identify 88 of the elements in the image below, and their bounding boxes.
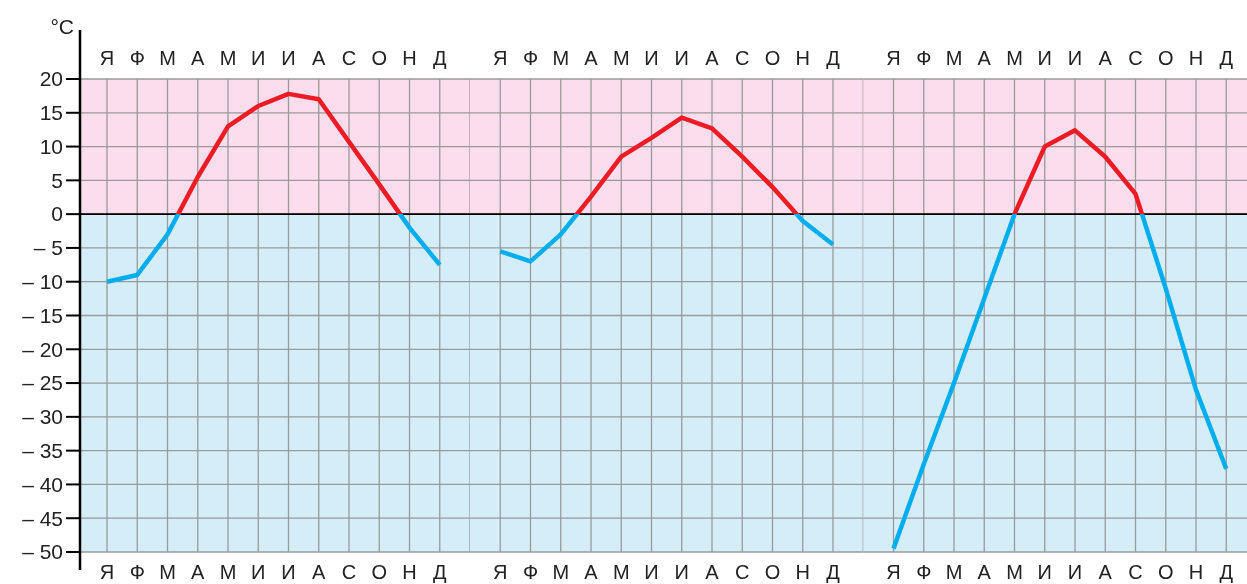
category-label: Н [795, 47, 810, 69]
x-tick-label: Н [795, 561, 810, 583]
category-label: Я [493, 47, 508, 69]
y-tick-label: – 20 [22, 337, 63, 361]
y-tick-label: 20 [39, 67, 63, 91]
x-tick-label: С [341, 561, 357, 583]
x-tick-label: Д [432, 561, 447, 583]
category-label: С [1128, 47, 1143, 69]
category-label: О [1157, 47, 1174, 69]
y-tick-label: 15 [39, 101, 63, 125]
y-tick-label: – 35 [22, 438, 63, 462]
y-tick-label: – 50 [22, 540, 63, 564]
category-label: А [191, 47, 205, 69]
category-label: И [1067, 47, 1083, 69]
category-label: Д [432, 47, 447, 69]
category-label: С [735, 47, 750, 69]
x-tick-label: О [764, 561, 781, 583]
category-label: А [1098, 47, 1112, 69]
category-label: С [341, 47, 357, 69]
x-tick-label: М [219, 561, 237, 583]
y-tick-label: – 10 [22, 270, 63, 294]
x-tick-label: И [251, 561, 266, 583]
y-tick-label: – 40 [22, 472, 63, 496]
x-tick-label: А [977, 561, 992, 583]
x-tick-label: Ф [916, 561, 932, 583]
x-tick-label: О [1157, 561, 1174, 583]
category-label: М [945, 47, 963, 69]
category-label: М [159, 47, 176, 69]
category-label: М [1006, 47, 1023, 69]
x-tick-label: Ф [129, 561, 145, 583]
y-tick-label: 10 [39, 134, 63, 158]
x-tick-label: С [735, 561, 750, 583]
y-tick-label: – 30 [22, 405, 63, 429]
x-tick-label: А [191, 561, 206, 583]
x-tick-label: А [1098, 561, 1113, 583]
x-tick-label: А [584, 561, 599, 583]
category-label: И [251, 47, 266, 69]
x-tick-label: И [644, 561, 659, 583]
y-tick-label: – 45 [22, 506, 63, 530]
category-label: И [674, 47, 689, 69]
x-tick-label: А [312, 561, 327, 583]
category-label: Ф [916, 47, 932, 69]
x-tick-label: Я [99, 561, 115, 583]
x-tick-label: М [1006, 561, 1023, 583]
x-tick-label: М [552, 561, 570, 583]
category-label: О [764, 47, 781, 69]
x-tick-label: А [705, 561, 720, 583]
y-tick-label: – 15 [22, 303, 63, 327]
category-label: Я [99, 47, 115, 69]
category-label: Ф [522, 47, 539, 69]
category-label: А [977, 47, 991, 69]
x-tick-label: И [281, 561, 296, 583]
y-tick-label: – 25 [22, 371, 63, 395]
x-tick-label: Д [826, 561, 841, 583]
x-tick-label: И [1067, 561, 1083, 583]
category-label: А [312, 47, 326, 69]
category-label: Я [886, 47, 901, 69]
x-tick-label: Я [493, 561, 508, 583]
x-tick-label: М [612, 561, 630, 583]
x-tick-label: Д [1219, 561, 1234, 583]
category-label: М [219, 47, 237, 69]
category-label: И [644, 47, 659, 69]
category-label: М [612, 47, 630, 69]
y-tick-label: 0 [51, 202, 63, 226]
x-tick-label: Н [1188, 561, 1204, 583]
x-tick-label: И [1037, 561, 1052, 583]
x-tick-label: М [945, 561, 963, 583]
x-tick-label: Ф [522, 561, 539, 583]
category-label: А [705, 47, 719, 69]
category-label: Н [1188, 47, 1204, 69]
category-label: Д [826, 47, 840, 69]
y-tick-label: – 5 [33, 236, 63, 260]
category-label: О [371, 47, 388, 69]
category-label: А [584, 47, 598, 69]
x-tick-label: М [159, 561, 176, 583]
x-tick-label: И [674, 561, 689, 583]
category-label: Н [402, 47, 417, 69]
category-label: И [281, 47, 296, 69]
category-label: И [1037, 47, 1052, 69]
x-tick-label: Я [886, 561, 901, 583]
x-tick-label: О [371, 561, 388, 583]
x-tick-label: Н [402, 561, 417, 583]
y-tick-label: 5 [51, 168, 63, 192]
x-tick-label: С [1128, 561, 1143, 583]
y-axis-title: °C [50, 15, 74, 38]
category-label: М [552, 47, 570, 69]
category-label: Д [1219, 47, 1234, 69]
category-label: Ф [129, 47, 145, 69]
